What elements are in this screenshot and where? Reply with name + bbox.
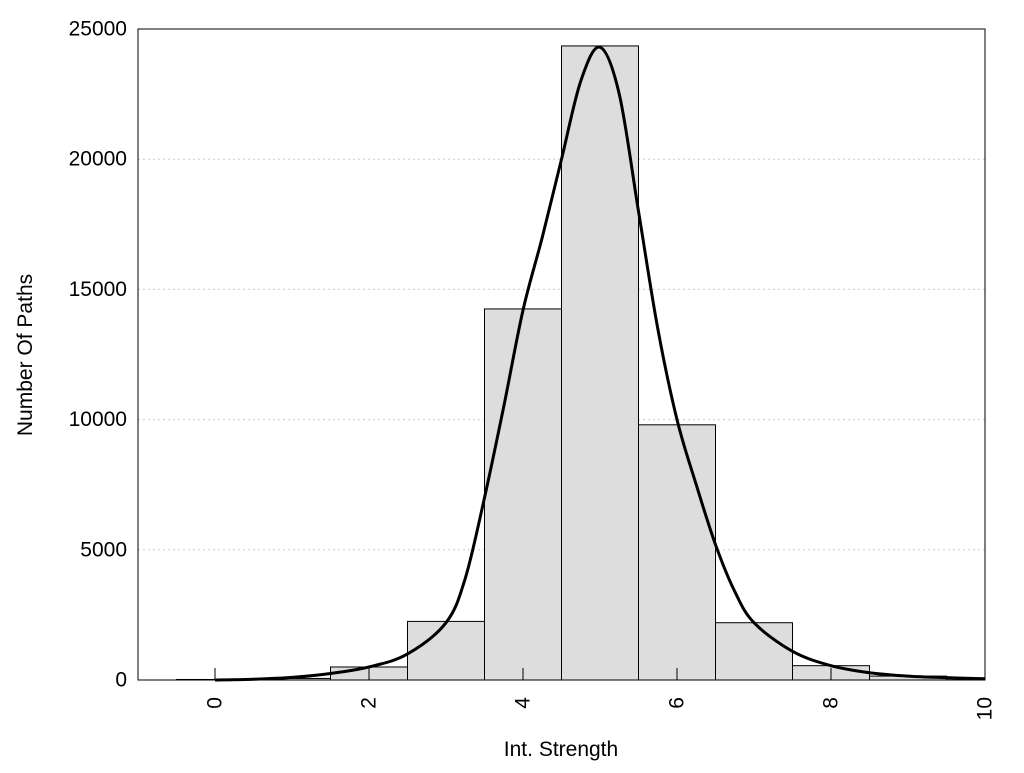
x-axis-label: Int. Strength (504, 738, 618, 761)
x-tick-label: 4 (512, 697, 535, 709)
histogram-bar (561, 45, 639, 681)
x-tick-label: 2 (358, 697, 381, 709)
y-tick-label: 10000 (69, 408, 127, 431)
fit-curve-line (214, 45, 986, 682)
y-tick-label: 20000 (69, 148, 127, 171)
x-tick-label: 8 (820, 697, 843, 709)
histogram-bar (407, 620, 485, 681)
plot-frame (137, 28, 986, 681)
x-tick-label: 6 (666, 697, 689, 709)
y-tick-label: 5000 (80, 538, 127, 561)
histogram-bar (715, 622, 793, 681)
x-tick-layer: 0 2 4 6 8 10 (204, 668, 997, 720)
grid-layer (138, 158, 985, 551)
x-tick-label: 10 (974, 697, 997, 720)
bars-layer (176, 45, 986, 681)
y-tick-label: 15000 (69, 278, 127, 301)
histogram-bar (638, 424, 716, 681)
y-axis-label: Number Of Paths (14, 274, 37, 436)
histogram-bar (484, 308, 562, 681)
y-tick-label: 25000 (69, 18, 127, 41)
y-tick-label: 0 (115, 669, 127, 692)
curve-layer (214, 45, 986, 682)
y-tick-layer: 0 5000 10000 15000 20000 25000 (69, 18, 127, 692)
x-tick-label: 0 (204, 697, 227, 709)
